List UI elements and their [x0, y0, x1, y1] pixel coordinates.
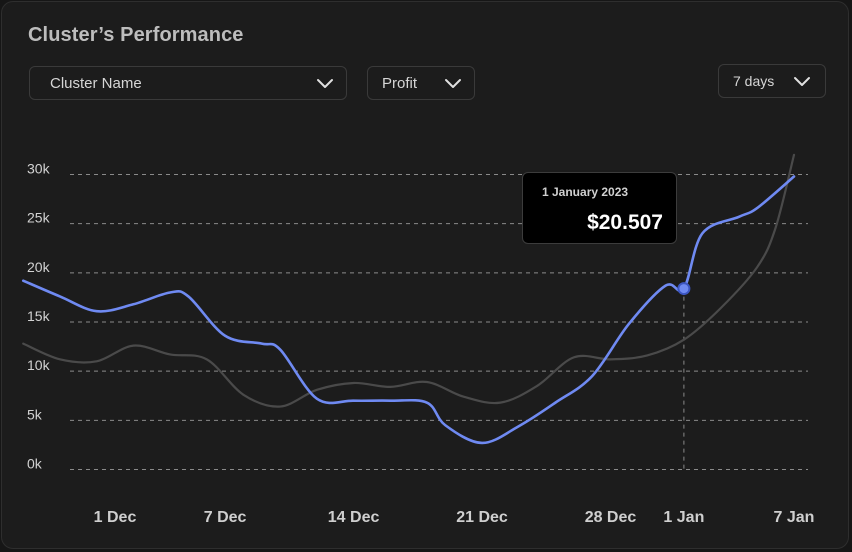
y-tick-label: 15k: [27, 308, 51, 324]
x-tick-label: 14 Dec: [328, 509, 380, 526]
cluster-name-dropdown[interactable]: Cluster Name: [29, 66, 347, 100]
x-axis-ticks: 1 Dec 7 Dec 14 Dec 21 Dec 28 Dec 1 Jan 7 Jan: [94, 509, 815, 526]
y-tick-label: 25k: [27, 210, 51, 226]
value-tooltip: 1 January 2023 $20.507: [522, 172, 677, 244]
x-tick-label: 1 Dec: [94, 509, 137, 526]
y-tick-label: 0k: [27, 456, 43, 472]
primary-series-line: [21, 175, 796, 445]
y-tick-label: 30k: [27, 161, 51, 177]
y-axis-ticks: 0k 5k 10k 15k 20k 25k 30k: [27, 161, 51, 472]
chevron-down-icon: [445, 79, 461, 88]
tooltip-value: $20.507: [587, 211, 663, 234]
y-tick-label: 20k: [27, 259, 51, 275]
x-tick-label: 1 Jan: [663, 509, 704, 526]
card-title: Cluster’s Performance: [28, 24, 244, 46]
range-dropdown[interactable]: 7 days: [718, 64, 826, 98]
tooltip-date: 1 January 2023: [542, 185, 629, 199]
y-tick-label: 5k: [27, 406, 43, 422]
x-tick-label: 28 Dec: [585, 509, 637, 526]
metric-value: Profit: [382, 74, 418, 92]
range-value: 7 days: [733, 73, 775, 89]
series-lines: [21, 153, 796, 445]
chevron-down-icon: [317, 79, 333, 88]
y-tick-label: 10k: [27, 357, 51, 373]
cluster-name-value: Cluster Name: [50, 74, 142, 92]
x-tick-label: 7 Jan: [774, 509, 815, 526]
x-tick-label: 7 Dec: [204, 509, 247, 526]
x-tick-label: 21 Dec: [456, 509, 508, 526]
secondary-series-line: [22, 153, 796, 408]
metric-dropdown[interactable]: Profit: [367, 66, 475, 100]
grid-lines: [70, 174, 808, 470]
hover-point[interactable]: [677, 282, 691, 296]
chevron-down-icon: [794, 77, 810, 86]
